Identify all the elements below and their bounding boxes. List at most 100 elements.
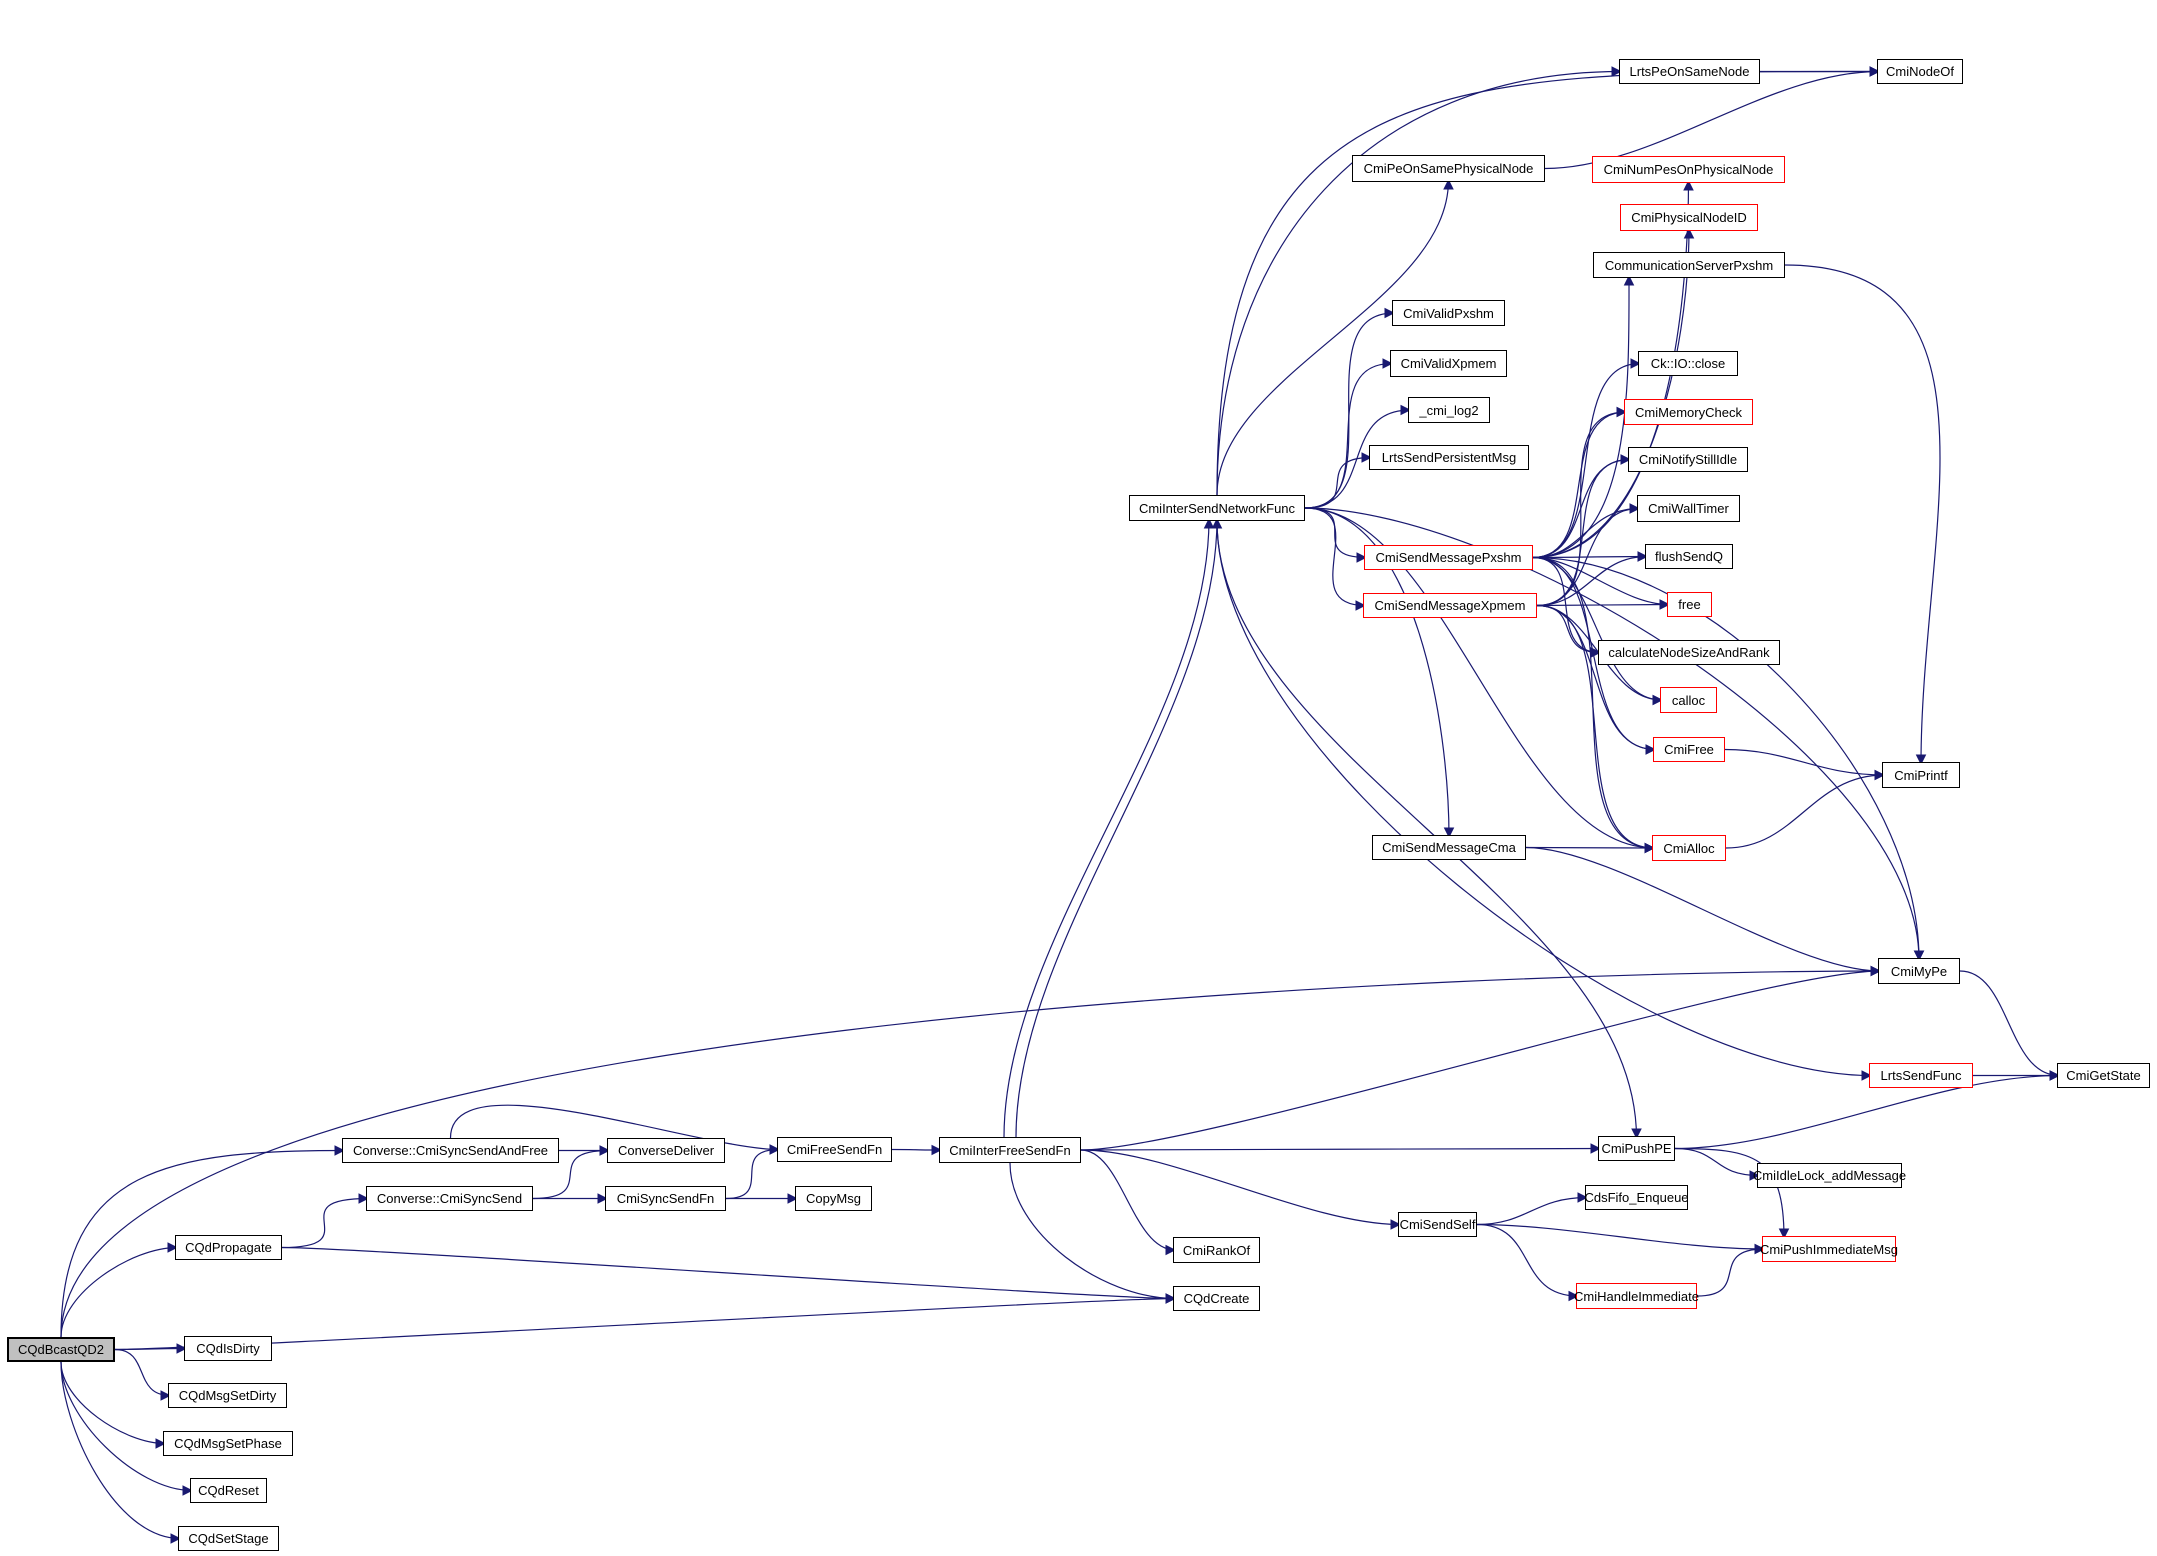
edge-pushpe-to-getstate <box>1674 1070 2061 1150</box>
edge-intersend-to-peonsamephys <box>1216 178 1454 496</box>
edge-bcast-to-syncsendandfree <box>60 1145 346 1338</box>
edge-bcast-to-msgsetdirty <box>114 1348 172 1401</box>
graph-node-interfreesendfn[interactable]: CmiInterFreeSendFn <box>939 1137 1081 1163</box>
graph-node-propagate[interactable]: CQdPropagate <box>175 1235 282 1260</box>
edge-sendself-to-handleimm <box>1476 1223 1580 1302</box>
graph-node-rankof[interactable]: CmiRankOf <box>1173 1237 1260 1263</box>
graph-node-lrtssendfunc[interactable]: LrtsSendFunc <box>1869 1063 1973 1088</box>
graph-node-numpesonphys[interactable]: CmiNumPesOnPhysicalNode <box>1592 156 1785 183</box>
edge-bcast-to-reset <box>60 1361 194 1496</box>
edge-syncsend-to-conversedeliver <box>532 1145 611 1200</box>
graph-node-syncsend[interactable]: Converse::CmiSyncSend <box>366 1186 533 1211</box>
edge-commserver-to-cmiprintf <box>1784 264 1941 766</box>
edge-bcast-to-qdcreate <box>114 1293 1177 1351</box>
graph-node-physnodeid[interactable]: CmiPhysicalNodeID <box>1620 204 1758 231</box>
graph-node-idlelock[interactable]: CmiIdleLock_addMessage <box>1753 1163 1906 1188</box>
graph-node-getstate[interactable]: CmiGetState <box>2057 1063 2150 1088</box>
graph-node-validpxshm[interactable]: CmiValidPxshm <box>1392 300 1505 326</box>
graph-node-bcast[interactable]: CQdBcastQD2 <box>7 1337 115 1362</box>
graph-node-conversedeliver[interactable]: ConverseDeliver <box>607 1138 725 1163</box>
graph-node-copymsg[interactable]: CopyMsg <box>795 1186 872 1211</box>
graph-node-syncsendandfree[interactable]: Converse::CmiSyncSendAndFree <box>342 1138 559 1163</box>
edge-intersend-to-cma <box>1304 507 1455 839</box>
edge-pushpe-to-idlelock <box>1674 1147 1761 1181</box>
graph-node-msgsetdirty[interactable]: CQdMsgSetDirty <box>168 1383 287 1408</box>
graph-node-handleimm[interactable]: CmiHandleImmediate <box>1574 1283 1699 1309</box>
edge-interfreesendfn-to-rankof <box>1080 1149 1177 1256</box>
edge-xpmem-to-calcnodesize <box>1536 604 1602 658</box>
graph-node-pushpe[interactable]: CmiPushPE <box>1598 1136 1675 1161</box>
edge-pxshm-to-calloc <box>1532 556 1664 706</box>
edge-xpmem-to-walltimer <box>1536 503 1641 607</box>
edge-interfreesendfn-to-pushpe <box>1080 1143 1602 1154</box>
edge-bcast-to-propagate <box>60 1242 179 1338</box>
graph-node-flushsendq[interactable]: flushSendQ <box>1645 544 1733 569</box>
edge-intersend-to-xpmem <box>1304 507 1367 611</box>
edge-cmimype-to-getstate <box>1959 970 2061 1081</box>
graph-node-intersend[interactable]: CmiInterSendNetworkFunc <box>1129 495 1305 521</box>
edge-intersend-to-cmimype <box>1304 507 1925 962</box>
graph-node-nodeof[interactable]: CmiNodeOf <box>1877 59 1963 84</box>
edge-cma-to-cmimype <box>1525 846 1882 977</box>
graph-node-cdsfifo[interactable]: CdsFifo_Enqueue <box>1584 1185 1689 1210</box>
edge-xpmem-to-memorycheck <box>1536 406 1628 607</box>
graph-node-cmifree[interactable]: CmiFree <box>1653 737 1725 762</box>
edge-pxshm-to-memorycheck <box>1532 406 1628 559</box>
edge-pushpe-to-pushimm <box>1674 1147 1790 1240</box>
graph-node-free[interactable]: free <box>1667 592 1712 617</box>
edge-bcast-to-setstage <box>60 1361 182 1544</box>
graph-node-cmimype[interactable]: CmiMyPe <box>1878 958 1960 984</box>
graph-node-notifystillidle[interactable]: CmiNotifyStillIdle <box>1628 447 1748 472</box>
graph-node-msgsetphase[interactable]: CQdMsgSetPhase <box>163 1431 293 1456</box>
graph-node-pxshm[interactable]: CmiSendMessagePxshm <box>1364 545 1533 570</box>
edge-intersend-to-lrtssendfunc <box>1216 520 1873 1081</box>
edge-pxshm-to-walltimer <box>1532 503 1641 559</box>
graph-node-cmiprintf[interactable]: CmiPrintf <box>1882 762 1960 788</box>
edge-intersend-to-pushpe <box>1216 520 1642 1140</box>
graph-node-peonsamephys[interactable]: CmiPeOnSamePhysicalNode <box>1352 155 1545 182</box>
graph-node-freesendfn[interactable]: CmiFreeSendFn <box>777 1137 892 1162</box>
graph-node-walltimer[interactable]: CmiWallTimer <box>1637 495 1740 522</box>
edge-interfreesendfn-to-intersend <box>1015 517 1223 1138</box>
edge-bcast-to-cmimype <box>60 965 1882 1338</box>
edge-xpmem-to-free <box>1536 599 1671 610</box>
edge-xpmem-to-notifystillidle <box>1536 454 1632 607</box>
edge-bcast-to-isdirty <box>114 1343 188 1354</box>
edge-interfreesendfn-to-sendself <box>1080 1149 1402 1230</box>
edge-xpmem-to-flushsendq <box>1536 551 1649 607</box>
graph-node-ckioclose[interactable]: Ck::IO::close <box>1638 351 1738 376</box>
edge-interfreesendfn-to-intersend <box>1003 517 1215 1138</box>
graph-node-sendself[interactable]: CmiSendSelf <box>1398 1212 1477 1237</box>
graph-node-calloc[interactable]: calloc <box>1660 687 1717 713</box>
edge-sendself-to-pushimm <box>1476 1223 1766 1255</box>
graph-node-commserver[interactable]: CommunicationServerPxshm <box>1593 252 1785 278</box>
edge-interfreesendfn-to-cmimype <box>1080 965 1882 1151</box>
graph-node-validxpmem[interactable]: CmiValidXpmem <box>1390 350 1507 377</box>
edge-syncsendfn-to-freesendfn <box>725 1144 781 1200</box>
edge-pxshm-to-ckioclose <box>1532 358 1642 559</box>
graph-node-xpmem[interactable]: CmiSendMessageXpmem <box>1363 593 1537 618</box>
edge-propagate-to-qdcreate <box>281 1246 1177 1304</box>
graph-node-lrtspeonsamenode[interactable]: LrtsPeOnSameNode <box>1619 59 1760 84</box>
edge-cma-to-cmialloc <box>1525 842 1656 854</box>
graph-node-cmilog2[interactable]: _cmi_log2 <box>1408 397 1490 423</box>
graph-node-pushimm[interactable]: CmiPushImmediateMsg <box>1760 1236 1898 1262</box>
graph-node-reset[interactable]: CQdReset <box>190 1478 267 1503</box>
edge-cmifree-to-cmiprintf <box>1724 748 1886 781</box>
edge-intersend-to-validxpmem <box>1304 358 1394 509</box>
graph-node-cmialloc[interactable]: CmiAlloc <box>1652 835 1726 861</box>
edge-interfreesendfn-to-qdcreate <box>1009 1162 1177 1304</box>
edge-intersend-to-lrtssendpersistentmsg <box>1304 452 1373 509</box>
graph-node-cma[interactable]: CmiSendMessageCma <box>1372 835 1526 860</box>
edge-intersend-to-nodeof <box>1216 66 1881 496</box>
graph-node-setstage[interactable]: CQdSetStage <box>178 1526 279 1551</box>
graph-node-calcnodesize[interactable]: calculateNodeSizeAndRank <box>1598 640 1780 665</box>
graph-node-syncsendfn[interactable]: CmiSyncSendFn <box>605 1186 726 1211</box>
edge-pxshm-to-physnodeid <box>1532 227 1695 559</box>
graph-node-isdirty[interactable]: CQdIsDirty <box>184 1336 272 1361</box>
graph-node-lrtssendpersistentmsg[interactable]: LrtsSendPersistentMsg <box>1369 445 1529 470</box>
edge-peonsamephys-to-nodeof <box>1544 66 1881 170</box>
graph-node-memorycheck[interactable]: CmiMemoryCheck <box>1624 399 1753 425</box>
graph-node-qdcreate[interactable]: CQdCreate <box>1173 1286 1260 1311</box>
